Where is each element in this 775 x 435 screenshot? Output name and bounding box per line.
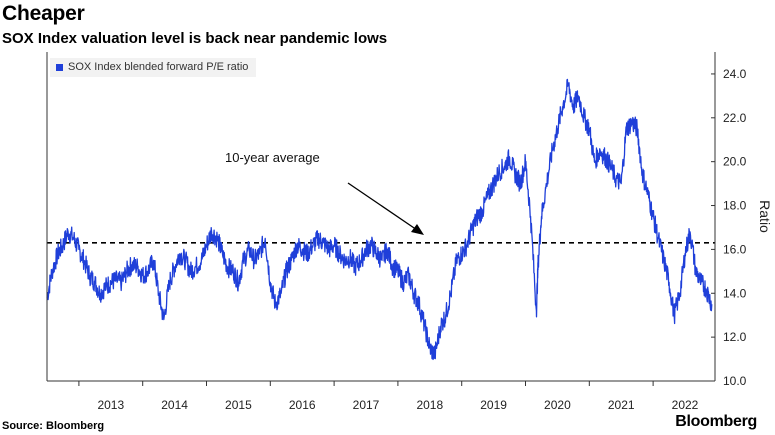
chart-legend: SOX Index blended forward P/E ratio: [50, 58, 257, 77]
x-tick-label: 2022: [672, 398, 699, 412]
x-tick-label: 2019: [480, 398, 507, 412]
y-tick-label: 12.0: [723, 330, 747, 344]
y-tick-label: 16.0: [723, 242, 747, 256]
x-tick-label: 2017: [353, 398, 380, 412]
y-tick-label: 22.0: [723, 111, 747, 125]
x-tick-label: 2020: [544, 398, 571, 412]
y-axis-title: Ratio: [757, 200, 773, 233]
x-tick-label: 2021: [608, 398, 635, 412]
annotation-arrowhead: [411, 224, 424, 235]
bloomberg-logo: Bloomberg: [675, 413, 757, 430]
x-tick-label: 2015: [225, 398, 252, 412]
chart-subtitle: SOX Index valuation level is back near p…: [2, 30, 388, 47]
x-tick-label: 2016: [289, 398, 316, 412]
x-tick-label: 2014: [161, 398, 188, 412]
y-tick-label: 24.0: [723, 67, 747, 81]
source-note: Source: Bloomberg: [2, 420, 105, 432]
legend-label: SOX Index blended forward P/E ratio: [68, 61, 249, 73]
legend-swatch: [56, 63, 63, 71]
annotation-label: 10-year average: [225, 150, 320, 165]
series-line: [46, 78, 713, 361]
y-tick-label: 20.0: [723, 155, 747, 169]
annotation-arrow: [347, 182, 421, 233]
y-tick-label: 14.0: [723, 286, 747, 300]
y-tick-label: 10.0: [723, 374, 747, 388]
x-tick-label: 2018: [416, 398, 443, 412]
chart-title: Cheaper: [2, 2, 85, 25]
y-tick-label: 18.0: [723, 199, 747, 213]
x-tick-label: 2013: [97, 398, 124, 412]
